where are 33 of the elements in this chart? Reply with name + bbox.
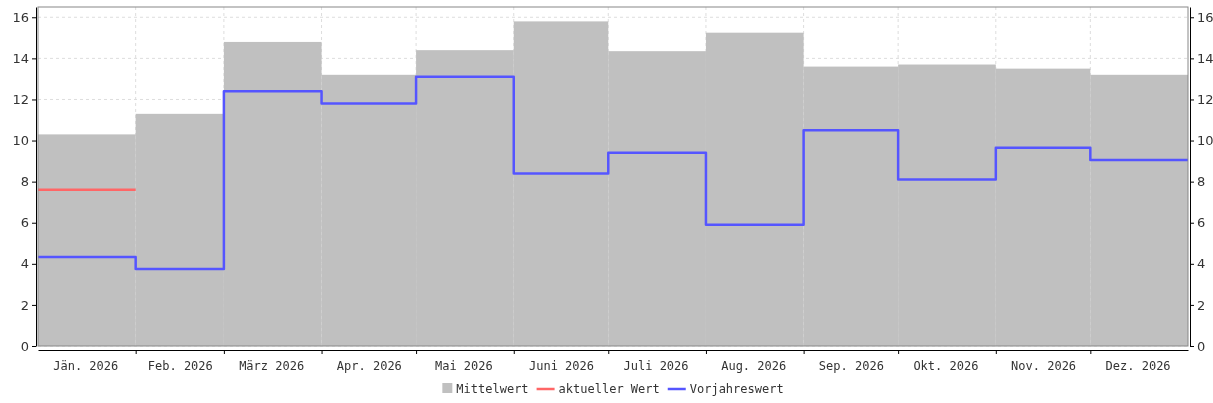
x-tick-label: März 2026	[239, 359, 305, 374]
legend-label: Mittelwert	[456, 382, 529, 396]
y-tick-label: 12	[12, 92, 29, 108]
y2-tick-label: 10	[1197, 133, 1213, 149]
y-tick-label: 14	[12, 51, 29, 67]
x-tick-label: Jän. 2026	[53, 359, 119, 374]
x-tick-label: Apr. 2026	[336, 359, 402, 374]
y-tick-label: 16	[12, 9, 29, 25]
y-tick-label: 0	[20, 338, 29, 354]
y2-tick-label: 8	[1197, 174, 1206, 190]
x-tick-label: Nov. 2026	[1011, 359, 1077, 374]
x-tick-label: Sep. 2026	[818, 359, 884, 374]
y2-tick-label: 2	[1197, 297, 1206, 313]
x-tick-label: Mai 2026	[434, 359, 493, 374]
legend-label: aktueller Wert	[558, 382, 660, 396]
y-tick-label: 2	[20, 297, 29, 313]
y-tick-label: 6	[20, 215, 29, 231]
x-tick-label: Aug. 2026	[721, 359, 787, 374]
x-tick-label: Okt. 2026	[913, 359, 979, 374]
x-tick-label: Juni 2026	[529, 359, 595, 374]
x-tick-label: Dez. 2026	[1105, 359, 1171, 374]
y-tick-label: 8	[20, 174, 29, 190]
x-tick-label: Juli 2026	[623, 359, 689, 374]
y2-tick-label: 4	[1197, 256, 1206, 272]
y-tick-label: 10	[12, 133, 29, 149]
y2-tick-label: 14	[1197, 51, 1213, 67]
y2-tick-label: 12	[1197, 92, 1213, 108]
legend-label: Vorjahreswert	[689, 382, 784, 396]
y2-tick-label: 16	[1197, 9, 1213, 25]
y2-tick-label: 0	[1197, 338, 1206, 354]
y2-tick-label: 6	[1197, 215, 1206, 231]
y-tick-label: 4	[20, 256, 29, 272]
x-tick-label: Feb. 2026	[147, 359, 213, 374]
